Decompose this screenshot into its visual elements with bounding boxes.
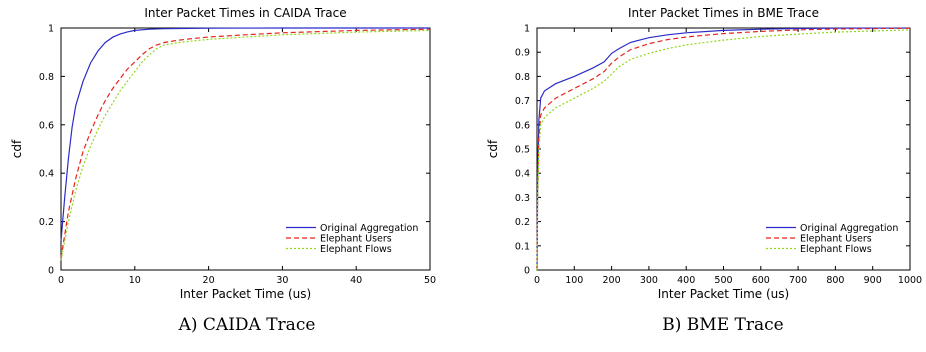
x-tick-label: 700: [789, 275, 807, 286]
legend-entry: Original Aggregation: [320, 223, 418, 234]
y-tick-label: 1: [524, 24, 530, 35]
series-line: [60, 27, 430, 242]
chart-title: Inter Packet Times in CAIDA Trace: [144, 6, 346, 20]
x-tick-label: 0: [534, 275, 540, 286]
x-tick-label: 50: [424, 275, 436, 286]
y-tick-label: 0.3: [515, 193, 530, 204]
y-tick-label: 0.2: [39, 217, 54, 228]
legend-entry: Elephant Users: [800, 234, 872, 245]
y-tick-label: 0.6: [39, 120, 54, 131]
x-tick-label: 400: [677, 275, 695, 286]
chart-caption: B) BME Trace: [662, 315, 783, 335]
x-tick-label: 100: [565, 275, 583, 286]
chart-caption: A) CAIDA Trace: [178, 315, 316, 335]
y-tick-label: 0.9: [515, 48, 530, 59]
y-tick-label: 1: [48, 24, 54, 35]
y-tick-label: 0.4: [39, 169, 54, 180]
x-tick-label: 500: [714, 275, 732, 286]
series-line: [536, 29, 911, 271]
y-tick-label: 0: [48, 266, 54, 277]
x-tick-label: 0: [58, 275, 64, 286]
chart-title: Inter Packet Times in BME Trace: [628, 6, 819, 20]
y-tick-label: 0.5: [515, 145, 530, 156]
series-line: [536, 27, 911, 271]
x-tick-label: 300: [640, 275, 658, 286]
y-tick-label: 0.6: [515, 120, 530, 131]
x-tick-label: 10: [129, 275, 141, 286]
x-tick-label: 800: [826, 275, 844, 286]
y-tick-label: 0.7: [515, 96, 530, 107]
y-tick-label: 0.8: [515, 72, 530, 83]
x-tick-label: 1000: [898, 275, 922, 286]
legend-entry: Original Aggregation: [800, 223, 898, 234]
legend-entry: Elephant Users: [320, 234, 392, 245]
x-axis-label: Inter Packet Time (us): [658, 287, 789, 301]
y-tick-label: 0.8: [39, 72, 54, 83]
chart-2: Inter Packet Times in BME Trace 0 100 200 30…: [486, 6, 922, 335]
series-line: [60, 28, 431, 258]
y-axis-label: cdf: [486, 139, 500, 158]
x-axis-label: Inter Packet Time (us): [180, 287, 311, 301]
y-tick-label: 0.4: [515, 169, 530, 180]
series-line: [536, 27, 911, 271]
x-tick-label: 600: [752, 275, 770, 286]
y-tick-label: 0.1: [515, 241, 530, 252]
x-tick-label: 40: [350, 275, 362, 286]
x-tick-label: 20: [203, 275, 215, 286]
legend-entry: Elephant Flows: [320, 244, 392, 255]
y-tick-label: 0.2: [515, 217, 530, 228]
y-axis-label: cdf: [10, 139, 24, 158]
legend-entry: Elephant Flows: [800, 244, 872, 255]
x-tick-label: 900: [864, 275, 882, 286]
y-tick-label: 0: [524, 266, 530, 277]
series-line: [60, 29, 431, 261]
x-tick-label: 30: [276, 275, 288, 286]
x-tick-label: 200: [603, 275, 621, 286]
